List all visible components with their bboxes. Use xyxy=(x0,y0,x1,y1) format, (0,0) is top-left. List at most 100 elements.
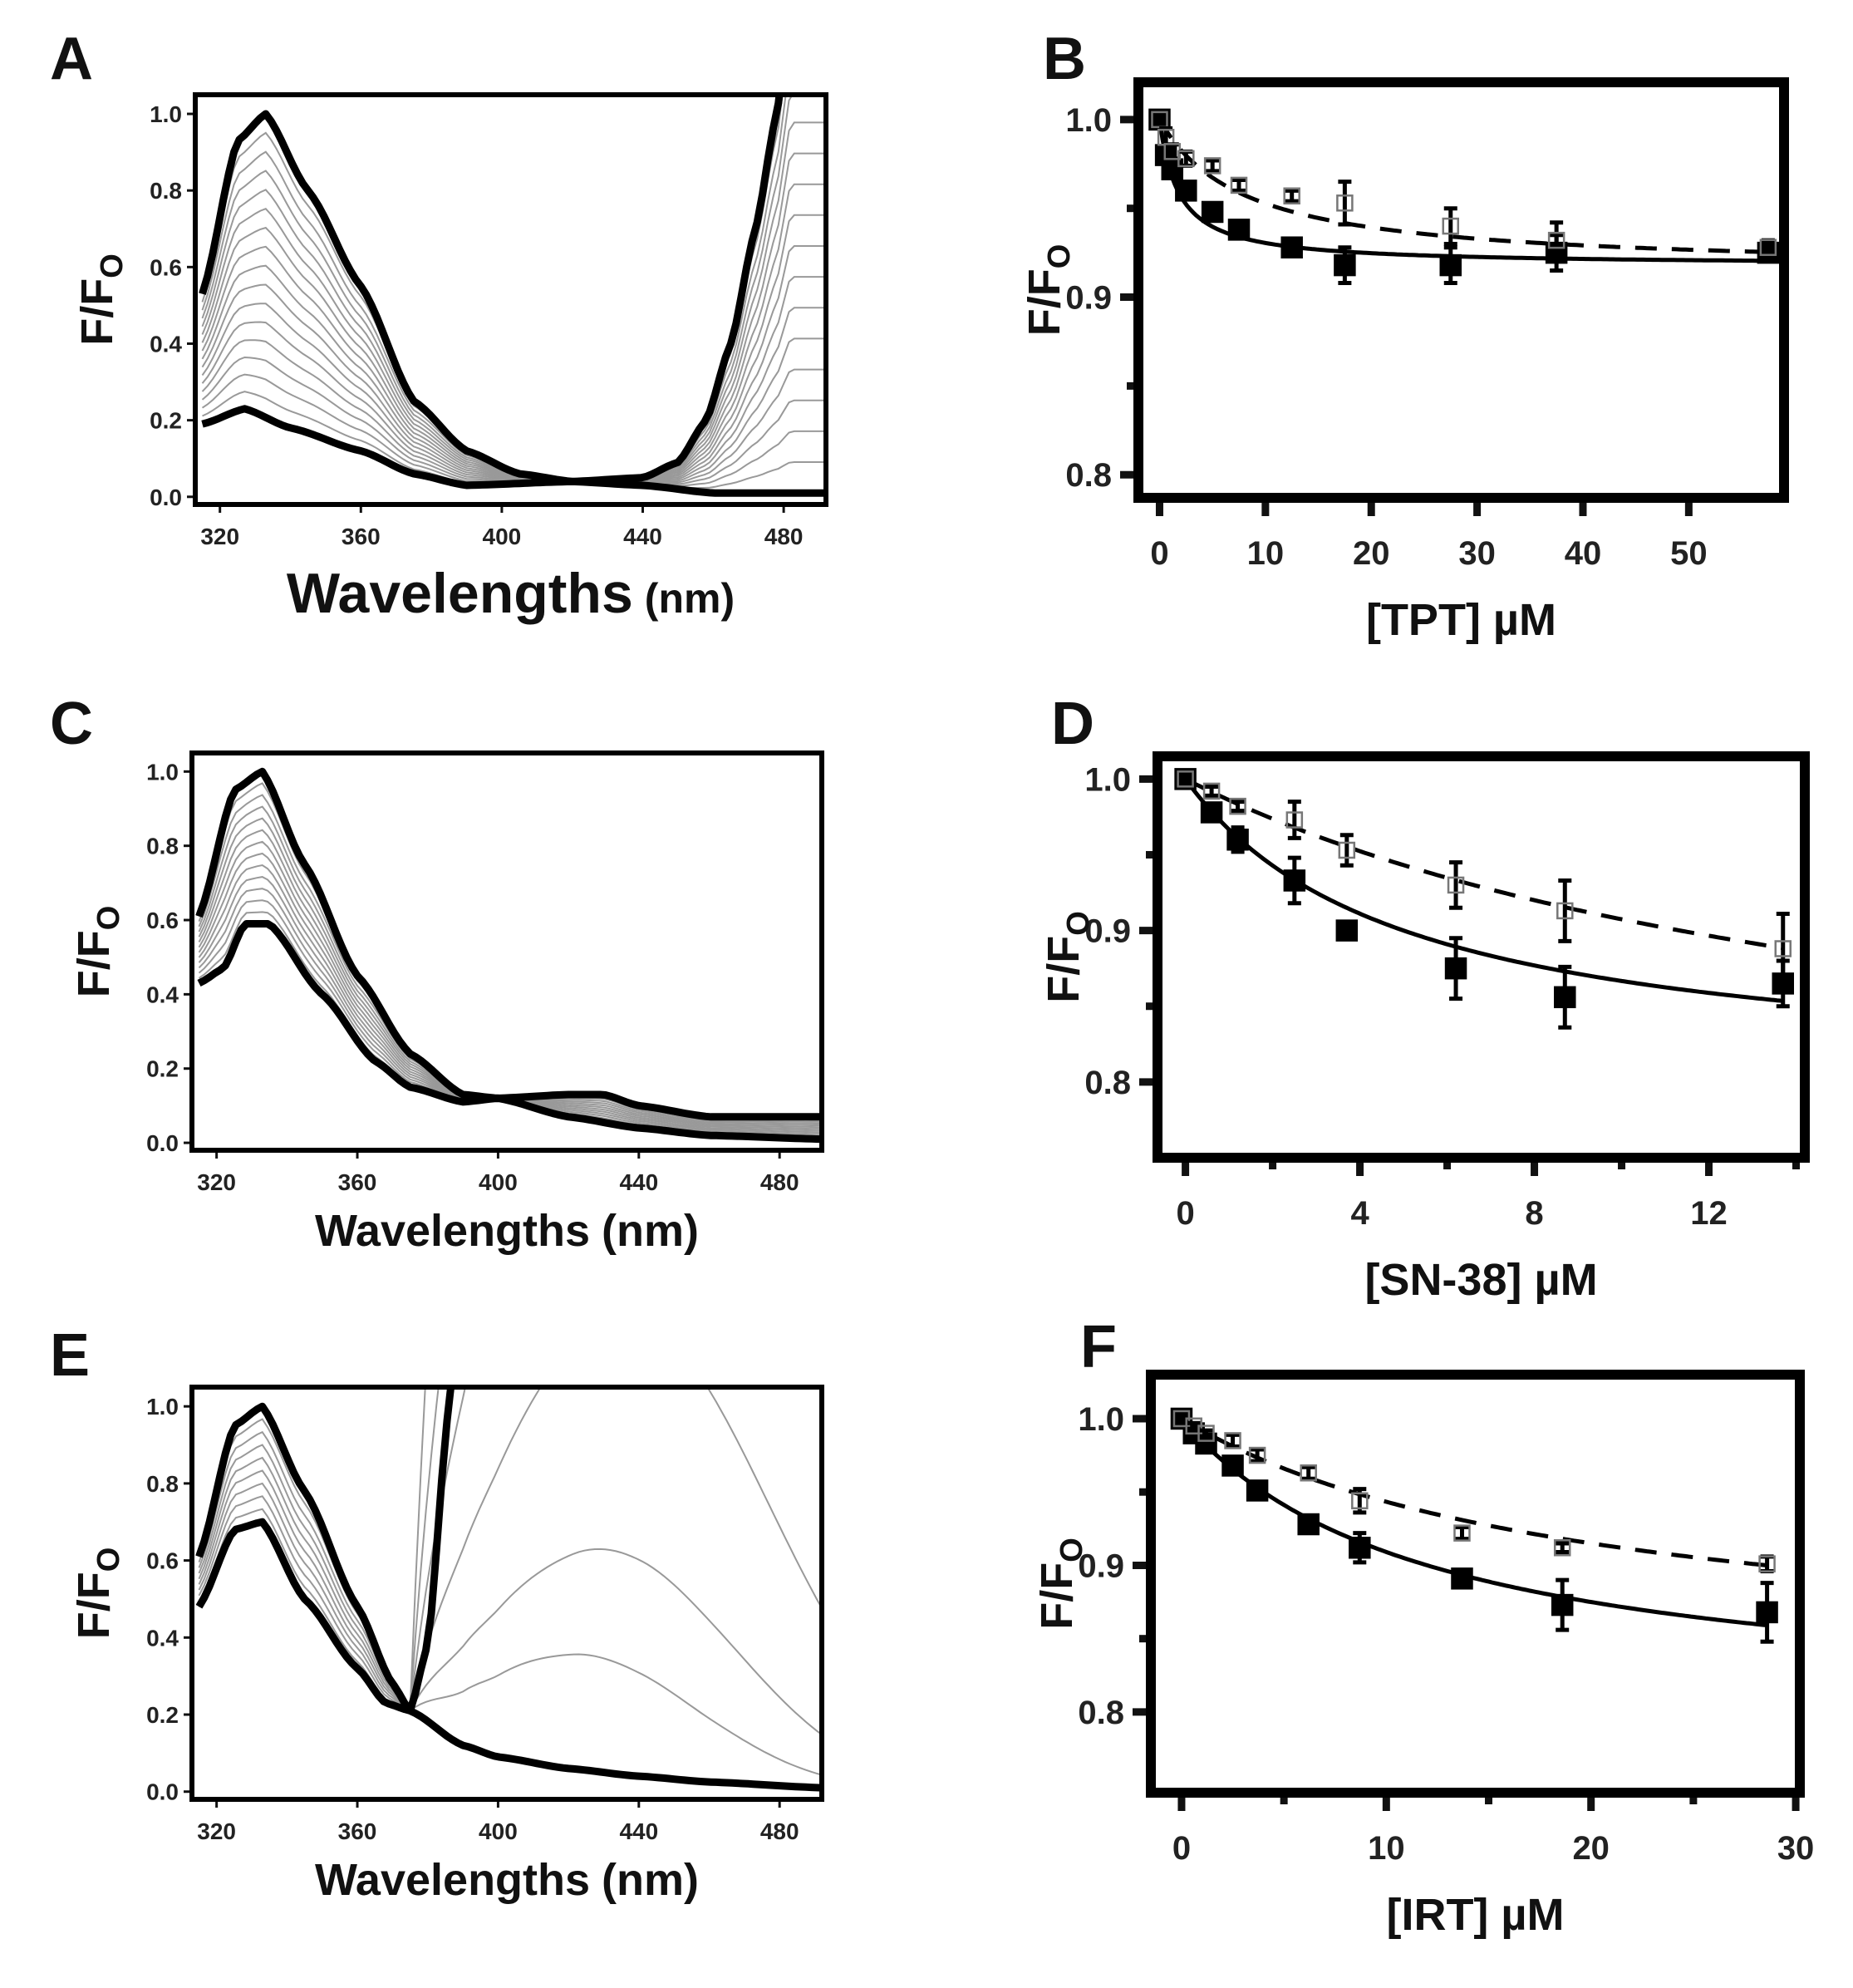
filled-data-point xyxy=(1280,236,1303,258)
x-tick-label: 480 xyxy=(764,524,804,549)
open-data-point xyxy=(1442,217,1460,235)
open-data-point xyxy=(1547,231,1565,249)
x-tick-label: 4 xyxy=(1350,1195,1369,1232)
y-tick-label: 0.4 xyxy=(146,982,179,1007)
open-data-point xyxy=(1338,841,1356,859)
y-tick-label: 0.8 xyxy=(1078,1695,1124,1731)
y-axis-label-sub: O xyxy=(91,906,126,931)
x-tick-label: 320 xyxy=(197,1169,236,1195)
plot-area xyxy=(195,767,822,1144)
filled-data-point xyxy=(1334,253,1356,277)
filled-data-point xyxy=(1451,1567,1473,1590)
open-data-point xyxy=(1283,187,1300,205)
y-axis-label: F/FO xyxy=(1039,911,1096,1003)
final-spectrum xyxy=(201,405,826,497)
x-tick-label: 10 xyxy=(1368,1830,1405,1867)
open-data-point xyxy=(1556,902,1574,920)
y-tick-label: 0.4 xyxy=(146,1625,179,1651)
gray-emission-spectrum xyxy=(198,1387,426,1712)
open-data-point xyxy=(1230,176,1248,194)
x-tick-label: 0 xyxy=(1172,1830,1191,1867)
y-tick-label: 0.2 xyxy=(146,1702,179,1728)
y-tick-label: 0.0 xyxy=(146,1779,179,1805)
open-data-point xyxy=(1759,239,1777,256)
y-tick-label: 0.8 xyxy=(1065,457,1112,494)
plot-frame xyxy=(1153,751,1810,1163)
panel-letter: E xyxy=(50,1322,90,1389)
x-axis-label-unit: (nm) xyxy=(602,1206,699,1256)
filled-data-point xyxy=(1227,219,1251,241)
filled-data-point xyxy=(1175,180,1197,202)
panel-D: D 0 4 8 12 0.8 0.9 1.0 F/FO [SN-38] µM xyxy=(1039,691,1810,1305)
x-tick-label: 400 xyxy=(479,1169,518,1195)
gray-emission-spectrum xyxy=(198,1387,822,1712)
open-data-point xyxy=(1224,1432,1241,1449)
open-data-point xyxy=(1300,1464,1317,1482)
intermediate-spectrum xyxy=(201,95,794,483)
open-fit-line xyxy=(1184,777,1784,951)
x-tick-label: 320 xyxy=(197,1818,236,1844)
plot-area xyxy=(1170,1407,1778,1644)
y-axis-label: F/FO xyxy=(69,906,126,998)
x-tick-label: 30 xyxy=(1458,535,1496,572)
filled-data-point xyxy=(1554,986,1576,1009)
plot-area xyxy=(195,1387,822,1792)
x-axis-label-main: Wavelengths xyxy=(315,1855,590,1905)
y-axis-label: F/FO xyxy=(69,1548,126,1640)
intermediate-spectrum xyxy=(201,95,787,483)
panel-F: F 0 10 20 30 0.8 0.9 1.0 F/FO [IRT] µM xyxy=(1032,1314,1814,1940)
final-spectrum xyxy=(195,1518,822,1792)
filled-data-point xyxy=(1200,801,1223,824)
x-tick-label: 12 xyxy=(1690,1195,1728,1232)
y-axis-label-main: F/F xyxy=(72,278,122,346)
plot-frame xyxy=(1133,77,1789,503)
open-data-point xyxy=(1351,1492,1369,1510)
panel-letter: D xyxy=(1051,691,1094,757)
x-tick-label: 320 xyxy=(200,524,239,549)
y-tick-label: 0.8 xyxy=(1084,1065,1131,1101)
y-axis-label-sub: O xyxy=(1042,244,1077,269)
y-tick-label: 1.0 xyxy=(150,101,182,127)
y-axis-label-sub: O xyxy=(1061,911,1096,936)
plot-frame xyxy=(189,1385,824,1802)
y-axis-label: F/FO xyxy=(72,253,130,346)
x-tick-label: 8 xyxy=(1525,1195,1543,1232)
open-data-point xyxy=(1453,1524,1471,1542)
x-tick-label: 0 xyxy=(1150,535,1168,572)
x-axis-label-unit: (nm) xyxy=(645,575,735,622)
x-tick-label: 10 xyxy=(1247,535,1285,572)
x-axis-label: Wavelengths (nm) xyxy=(315,1855,699,1905)
y-axis-label: F/FO xyxy=(1020,244,1077,337)
open-data-point xyxy=(1447,876,1465,894)
open-fit-line xyxy=(1158,118,1768,254)
final-spectrum xyxy=(197,920,822,1144)
intermediate-spectrum xyxy=(198,1508,822,1789)
y-axis-label-sub: O xyxy=(95,253,130,278)
y-tick-label: 1.0 xyxy=(146,1394,179,1420)
y-axis-label-main: F/F xyxy=(69,930,119,997)
x-axis-label: [TPT] µM xyxy=(1366,595,1556,645)
open-data-point xyxy=(1774,940,1792,957)
x-axis-label-main: Wavelengths xyxy=(287,562,633,625)
y-axis-label: F/FO xyxy=(1032,1538,1089,1630)
filled-data-point xyxy=(1335,919,1359,942)
open-data-point xyxy=(1177,770,1194,788)
x-tick-label: 400 xyxy=(483,524,522,549)
filled-data-point xyxy=(1226,828,1249,851)
x-axis-label-main: Wavelengths xyxy=(315,1206,590,1256)
x-tick-label: 440 xyxy=(623,524,662,549)
plot-area xyxy=(199,95,826,497)
open-data-point xyxy=(1203,157,1221,175)
filled-fit-line xyxy=(1158,119,1768,263)
y-tick-label: 0.6 xyxy=(146,1548,179,1574)
panel-B: B 0 10 20 30 40 50 0.8 0.9 1.0 F/FO [TPT] µM xyxy=(1020,26,1789,645)
filled-data-point xyxy=(1444,957,1467,980)
plot-area xyxy=(1174,768,1795,1030)
panel-letter: B xyxy=(1043,26,1086,92)
panel-C: C 320 360 400 440 480 0.0 0.2 0.4 0.6 0.8 1.0 F/FO Wa… xyxy=(50,691,824,1256)
x-tick-label: 440 xyxy=(619,1169,658,1195)
filled-data-point xyxy=(1439,253,1462,277)
x-tick-label: 360 xyxy=(342,524,381,549)
y-tick-label: 0.9 xyxy=(1084,913,1131,950)
